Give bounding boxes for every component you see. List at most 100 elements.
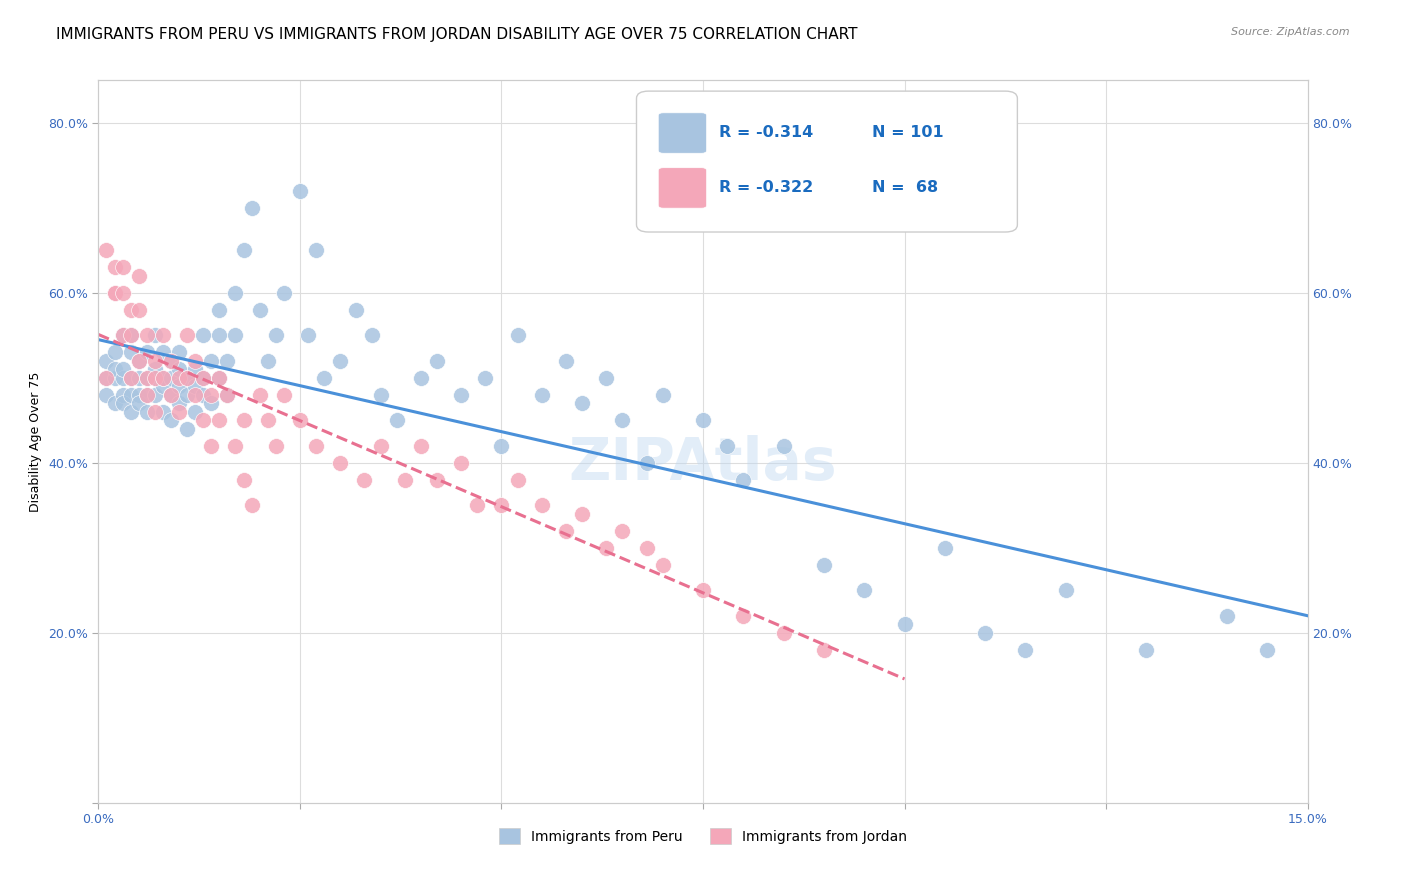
Point (772, 439, 794, 453)
Point (232, 244, 254, 258)
Point (176, 371, 198, 385)
Point (152, 328, 174, 343)
Point (135, 345, 157, 359)
FancyBboxPatch shape (637, 91, 1018, 232)
Point (733, 608, 755, 623)
Point (120, 328, 142, 343)
Point (636, 456, 658, 470)
Y-axis label: Disability Age Over 75: Disability Age Over 75 (30, 371, 42, 512)
Point (297, 328, 319, 343)
Text: R = -0.314: R = -0.314 (718, 125, 813, 140)
Point (152, 371, 174, 385)
Point (692, 583, 714, 598)
Point (160, 388, 183, 402)
Point (152, 371, 174, 385)
Point (143, 388, 166, 402)
Point (217, 353, 239, 368)
Point (370, 439, 392, 453)
Point (264, 328, 287, 343)
Point (111, 328, 134, 343)
Point (167, 396, 190, 410)
Point (394, 473, 416, 487)
Point (491, 498, 513, 512)
Point (111, 396, 134, 410)
Point (103, 362, 125, 376)
Point (409, 371, 432, 385)
Point (813, 558, 835, 572)
Point (152, 345, 174, 359)
Point (184, 388, 207, 402)
Point (120, 371, 142, 385)
Point (135, 388, 157, 402)
Point (111, 362, 134, 376)
Point (128, 268, 150, 283)
Point (353, 473, 375, 487)
Legend: Immigrants from Peru, Immigrants from Jordan: Immigrants from Peru, Immigrants from Jo… (494, 822, 912, 850)
Point (193, 371, 215, 385)
Point (111, 285, 134, 300)
Point (385, 413, 408, 427)
Point (256, 353, 278, 368)
Point (651, 388, 673, 402)
Point (184, 353, 207, 368)
Point (240, 201, 263, 215)
Point (1135, 642, 1157, 657)
Point (103, 285, 125, 300)
FancyBboxPatch shape (658, 112, 707, 153)
Point (120, 345, 142, 359)
Point (361, 328, 384, 343)
Point (692, 413, 714, 427)
Point (111, 260, 134, 275)
Point (184, 362, 207, 376)
Point (176, 371, 198, 385)
Point (1054, 583, 1077, 598)
Point (329, 353, 352, 368)
Point (96, 353, 118, 368)
Point (200, 353, 222, 368)
Point (128, 388, 150, 402)
Point (208, 371, 231, 385)
Point (193, 413, 215, 427)
Point (813, 642, 835, 657)
Point (474, 371, 496, 385)
Point (176, 388, 198, 402)
Point (200, 396, 222, 410)
Point (491, 439, 513, 453)
Point (103, 345, 125, 359)
Point (143, 362, 166, 376)
Point (128, 371, 150, 385)
Point (193, 388, 215, 402)
Point (409, 439, 432, 453)
Point (135, 328, 157, 343)
Point (465, 498, 488, 512)
Point (530, 498, 553, 512)
Point (120, 328, 142, 343)
Point (506, 328, 529, 343)
Point (612, 524, 634, 538)
Point (256, 413, 278, 427)
Point (111, 371, 134, 385)
Point (772, 625, 794, 640)
Point (288, 184, 311, 198)
Point (200, 388, 222, 402)
Point (135, 388, 157, 402)
Point (167, 405, 190, 419)
Point (208, 328, 231, 343)
Point (167, 345, 190, 359)
Point (530, 388, 553, 402)
Point (160, 413, 183, 427)
Point (224, 285, 246, 300)
Point (120, 405, 142, 419)
Point (329, 456, 352, 470)
Point (450, 456, 472, 470)
Point (853, 583, 876, 598)
Point (232, 413, 254, 427)
Point (595, 541, 617, 555)
Point (160, 371, 183, 385)
Point (103, 260, 125, 275)
Point (128, 302, 150, 317)
Point (1014, 642, 1036, 657)
Point (193, 328, 215, 343)
Point (636, 541, 658, 555)
Point (160, 388, 183, 402)
